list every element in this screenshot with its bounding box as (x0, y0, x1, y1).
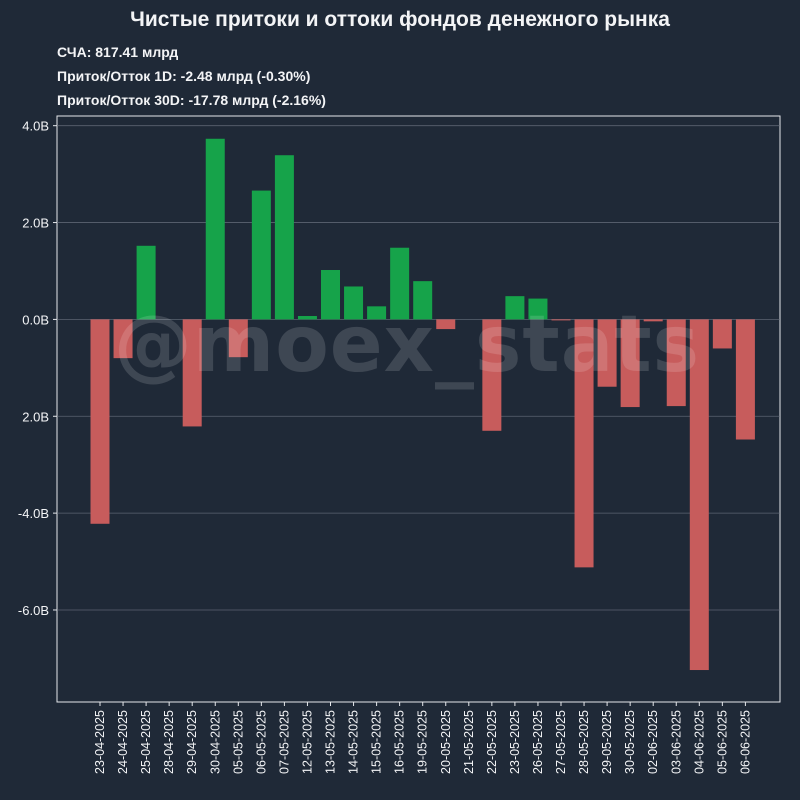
y-tick-label: -4.0B (18, 506, 49, 521)
bar (274, 155, 294, 320)
bar (643, 319, 663, 322)
bar (251, 190, 271, 320)
x-tick-label: 06-05-2025 (254, 710, 268, 774)
bar (113, 319, 133, 359)
x-tick-label: 04-06-2025 (692, 710, 706, 774)
x-tick-label: 19-05-2025 (416, 710, 430, 774)
bar (390, 247, 410, 320)
bar (528, 298, 548, 320)
x-tick-label: 23-05-2025 (508, 710, 522, 774)
x-tick-label: 15-05-2025 (370, 710, 384, 774)
stats-block: СЧА: 817.41 млрд Приток/Отток 1D: -2.48 … (57, 43, 326, 115)
x-tick-label: 27-05-2025 (554, 710, 568, 774)
bar (620, 319, 640, 408)
x-tick-label: 05-06-2025 (715, 710, 729, 774)
x-tick-label: 20-05-2025 (439, 710, 453, 774)
bar (90, 319, 110, 524)
bar (551, 319, 571, 321)
bar (136, 245, 156, 320)
bar (436, 319, 456, 330)
x-tick-label: 02-06-2025 (646, 710, 660, 774)
bar (228, 319, 248, 358)
bar (297, 316, 317, 320)
y-tick-label: 2.0B (22, 216, 49, 231)
bar (367, 306, 387, 320)
y-tick-label: 0.0B (22, 312, 49, 327)
bar (505, 296, 525, 320)
x-tick-label: 24-04-2025 (116, 710, 130, 774)
bar (182, 319, 202, 427)
x-tick-label: 14-05-2025 (347, 710, 361, 774)
bar (413, 281, 433, 320)
x-tick-label: 28-05-2025 (577, 710, 591, 774)
bar (482, 319, 502, 431)
bar (735, 319, 755, 440)
plot-frame (56, 115, 781, 703)
bar (712, 319, 732, 349)
x-tick-label: 26-05-2025 (531, 710, 545, 774)
x-tick-label: 25-04-2025 (139, 710, 153, 774)
x-tick-label: 30-05-2025 (623, 710, 637, 774)
x-tick-label: 30-04-2025 (208, 710, 222, 774)
bar (689, 319, 709, 671)
x-tick-label: 06-06-2025 (738, 710, 752, 774)
x-tick-label: 21-05-2025 (462, 710, 476, 774)
x-tick-label: 07-05-2025 (277, 710, 291, 774)
x-tick-label: 12-05-2025 (300, 710, 314, 774)
y-tick-label: -6.0B (18, 603, 49, 618)
y-tick-label: 4.0B (22, 119, 49, 134)
x-tick-label: 16-05-2025 (393, 710, 407, 774)
chart-title: Чистые притоки и оттоки фондов денежного… (130, 8, 670, 31)
x-tick-label: 29-04-2025 (185, 710, 199, 774)
x-tick-label: 05-05-2025 (231, 710, 245, 774)
x-tick-label: 28-04-2025 (162, 710, 176, 774)
x-tick-label: 23-04-2025 (93, 710, 107, 774)
x-tick-label: 13-05-2025 (324, 710, 338, 774)
nav-stat: СЧА: 817.41 млрд (57, 44, 179, 60)
bar (205, 138, 225, 320)
bar (344, 286, 364, 320)
x-tick-label: 22-05-2025 (485, 710, 499, 774)
y-tick-label: 2.0B (22, 409, 49, 424)
bar (597, 319, 617, 387)
bar (574, 319, 594, 568)
x-tick-label: 03-06-2025 (669, 710, 683, 774)
flow-1d-stat: Приток/Отток 1D: -2.48 млрд (-0.30%) (57, 68, 311, 84)
x-tick-label: 29-05-2025 (600, 710, 614, 774)
bar (666, 319, 686, 407)
bar (321, 270, 340, 320)
flow-30d-stat: Приток/Отток 30D: -17.78 млрд (-2.16%) (57, 92, 326, 108)
